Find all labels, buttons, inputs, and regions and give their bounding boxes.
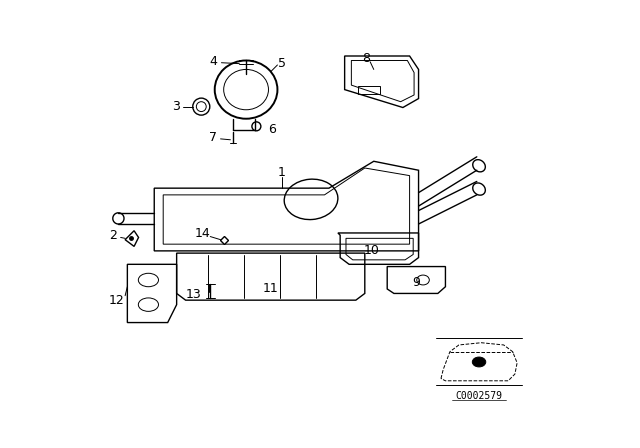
Text: 5: 5 [278, 57, 286, 70]
Text: 6: 6 [268, 123, 276, 137]
Text: 8: 8 [363, 52, 371, 65]
Text: 14: 14 [195, 227, 211, 241]
Text: 10: 10 [364, 244, 380, 258]
Text: 1: 1 [278, 166, 286, 179]
Ellipse shape [472, 357, 486, 367]
Text: C0002579: C0002579 [456, 392, 502, 401]
Text: 12: 12 [108, 293, 124, 307]
Text: 7: 7 [209, 131, 218, 144]
Text: 3: 3 [172, 100, 180, 113]
Text: 2: 2 [109, 228, 117, 242]
Text: 9: 9 [412, 276, 420, 289]
Text: 11: 11 [263, 282, 278, 296]
Text: 4: 4 [209, 55, 218, 68]
Text: 13: 13 [186, 288, 202, 302]
